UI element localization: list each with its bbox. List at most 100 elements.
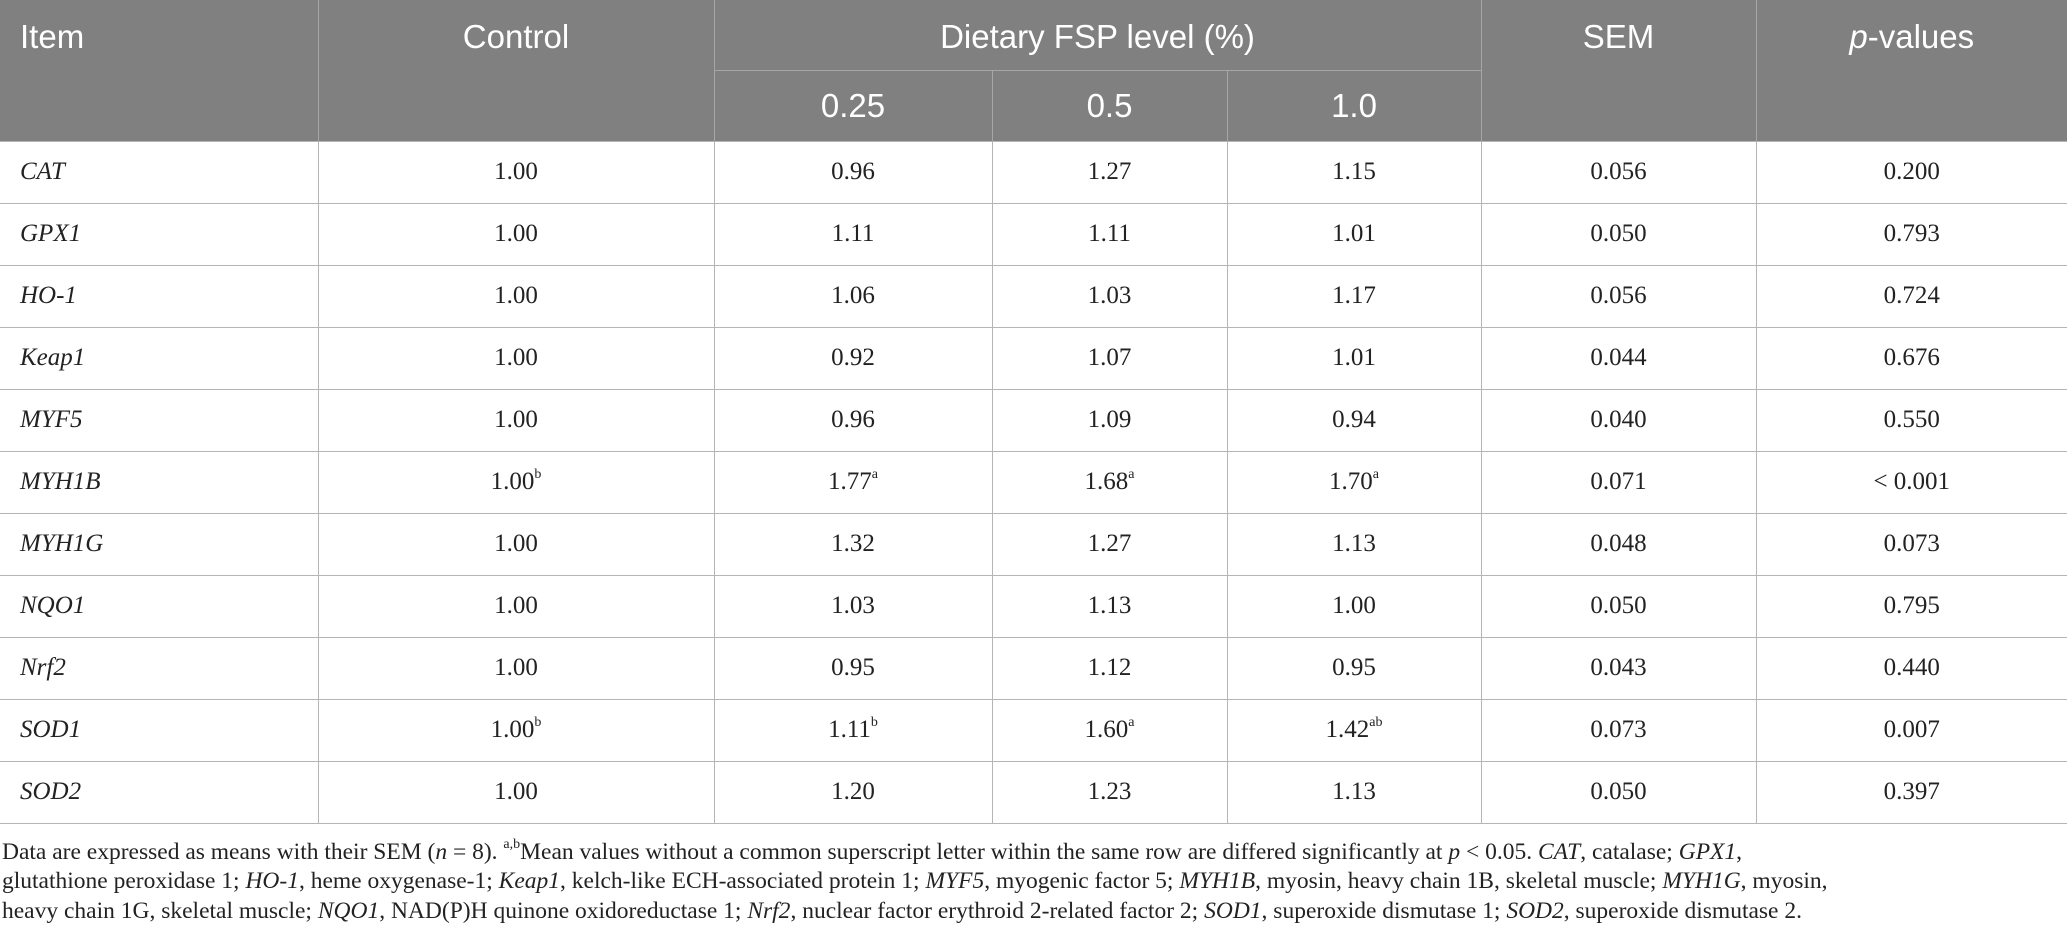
cell-item: GPX1 [0, 202, 319, 266]
cell-item-value: MYH1B [20, 468, 101, 495]
footnote-segment: < 0.05. [1460, 838, 1538, 865]
table-row: SOD1 1.00b 1.11b 1.60a 1.42ab 0.073 0.007 [0, 698, 2067, 762]
cell-item-value: MYF5 [20, 406, 83, 433]
cell-sem: 0.073 [1480, 698, 1757, 762]
cell-sem-value: 0.071 [1590, 468, 1647, 495]
cell-level-05: 1.03 [991, 264, 1228, 328]
cell-control-value: 1.00 [494, 592, 538, 619]
cell-p-value: 0.440 [1755, 636, 2067, 700]
cell-level-10-value: 1.13 [1332, 778, 1376, 805]
cell-sem-value: 0.073 [1590, 716, 1647, 743]
footnote-segment: SOD2 [1506, 897, 1564, 924]
significance-superscript: a [1128, 467, 1135, 482]
cell-item-value: Keap1 [20, 344, 86, 371]
cell-level-025: 1.03 [713, 574, 993, 638]
header-level-10: 1.0 [1226, 69, 1482, 141]
cell-level-10-value: 1.00 [1332, 592, 1376, 619]
header-control: Control [317, 0, 715, 141]
data-table: Item Control Dietary FSP level (%) SEM p… [0, 0, 2067, 824]
cell-sem: 0.040 [1480, 388, 1757, 452]
header-p-rest: -values [1867, 18, 1975, 55]
cell-level-025: 1.11b [713, 698, 993, 762]
cell-level-05: 1.27 [991, 512, 1228, 576]
footnote-segment: , superoxide dismutase 1; [1261, 897, 1507, 924]
cell-p-value-value: 0.397 [1883, 778, 1940, 805]
cell-item-value: NQO1 [20, 592, 86, 619]
table-row: HO-1 1.00 1.06 1.03 1.17 0.056 0.724 [0, 264, 2067, 328]
footnote-segment: HO-1 [245, 868, 299, 894]
cell-sem: 0.048 [1480, 512, 1757, 576]
cell-level-025-value: 0.95 [831, 654, 875, 681]
footnote-segment: , catalase; [1580, 838, 1679, 865]
header-p-values: p-values [1755, 0, 2067, 141]
table-header: Item Control Dietary FSP level (%) SEM p… [0, 0, 2067, 141]
cell-control-value: 1.00 [494, 158, 538, 185]
footnote-segment: MYH1G [1662, 868, 1741, 894]
cell-sem-value: 0.050 [1590, 778, 1647, 805]
cell-p-value-value: 0.007 [1883, 716, 1940, 743]
cell-level-10: 1.70a [1226, 450, 1482, 514]
cell-level-10: 1.01 [1226, 202, 1482, 266]
cell-level-05: 1.23 [991, 760, 1228, 824]
footnote-segment: = 8). [447, 838, 504, 865]
footnote-segment: MYF5 [925, 868, 985, 894]
cell-level-10-value: 1.70 [1329, 468, 1373, 495]
cell-item-value: SOD1 [20, 716, 82, 743]
cell-level-025: 0.96 [713, 140, 993, 204]
cell-level-10-value: 1.13 [1332, 530, 1376, 557]
cell-level-10: 0.94 [1226, 388, 1482, 452]
table-footnote: Data are expressed as means with their S… [0, 824, 2067, 927]
cell-level-025: 1.20 [713, 760, 993, 824]
cell-level-025: 0.92 [713, 326, 993, 390]
cell-control: 1.00 [317, 202, 715, 266]
cell-p-value: 0.200 [1755, 140, 2067, 204]
cell-sem-value: 0.040 [1590, 406, 1647, 433]
header-dietary-group: Dietary FSP level (%) [713, 0, 1482, 70]
footnote-segment: SOD1 [1204, 897, 1262, 924]
cell-item: CAT [0, 140, 319, 204]
cell-level-025: 0.95 [713, 636, 993, 700]
cell-level-10-value: 0.95 [1332, 654, 1376, 681]
table-row: Nrf2 1.00 0.95 1.12 0.95 0.043 0.440 [0, 636, 2067, 700]
cell-item-value: SOD2 [20, 778, 82, 805]
header-p-italic: p [1849, 18, 1868, 55]
cell-item: NQO1 [0, 574, 319, 638]
cell-p-value-value: 0.795 [1883, 592, 1940, 619]
cell-level-05-value: 1.23 [1087, 778, 1132, 805]
table-row: MYF5 1.00 0.96 1.09 0.94 0.040 0.550 [0, 388, 2067, 452]
cell-p-value: 0.073 [1755, 512, 2067, 576]
significance-superscript: b [534, 715, 542, 730]
significance-superscript: b [534, 467, 542, 482]
cell-p-value: 0.795 [1755, 574, 2067, 638]
cell-level-10: 0.95 [1226, 636, 1482, 700]
cell-p-value: 0.724 [1755, 264, 2067, 328]
cell-control-value: 1.00 [494, 406, 538, 433]
cell-level-05: 1.09 [991, 388, 1228, 452]
cell-level-025: 1.77a [713, 450, 993, 514]
cell-sem-value: 0.043 [1590, 654, 1647, 681]
cell-item-value: MYH1G [20, 530, 104, 557]
cell-item-value: HO-1 [20, 282, 77, 309]
cell-level-10-value: 1.01 [1332, 220, 1376, 247]
table-row: GPX1 1.00 1.11 1.11 1.01 0.050 0.793 [0, 202, 2067, 266]
table-row: NQO1 1.00 1.03 1.13 1.00 0.050 0.795 [0, 574, 2067, 638]
cell-item-value: GPX1 [20, 220, 82, 247]
cell-p-value-value: 0.200 [1883, 158, 1940, 185]
header-sem: SEM [1480, 0, 1757, 141]
cell-control: 1.00 [317, 388, 715, 452]
footnote-segment: a,b [503, 836, 521, 852]
header-level-025: 0.25 [713, 69, 993, 141]
cell-level-10: 1.00 [1226, 574, 1482, 638]
cell-level-05-value: 1.60 [1084, 716, 1129, 743]
cell-level-10-value: 1.15 [1332, 158, 1376, 185]
cell-sem-value: 0.050 [1590, 592, 1647, 619]
cell-control: 1.00 [317, 326, 715, 390]
table-row: MYH1B 1.00b 1.77a 1.68a 1.70a 0.071 < 0.001 [0, 450, 2067, 514]
cell-level-10-value: 1.42 [1325, 716, 1370, 743]
cell-level-05-value: 1.27 [1087, 158, 1132, 185]
cell-level-025-value: 1.77 [828, 468, 872, 495]
cell-control: 1.00 [317, 636, 715, 700]
cell-level-05-value: 1.27 [1087, 530, 1132, 557]
cell-p-value-value: 0.550 [1883, 406, 1940, 433]
cell-level-05: 1.13 [991, 574, 1228, 638]
